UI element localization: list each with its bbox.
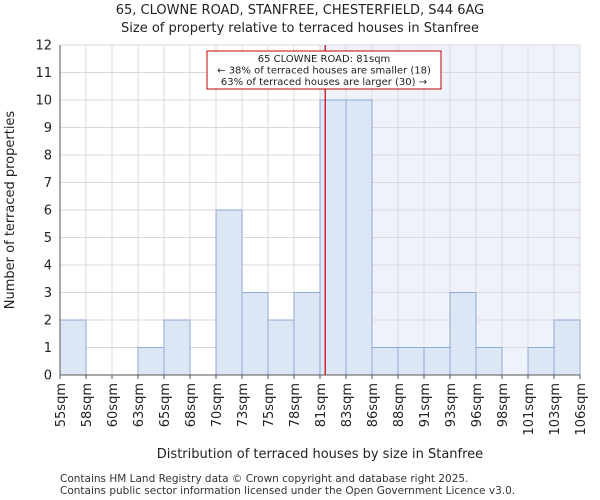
- y-tick-label: 11: [35, 66, 52, 81]
- histogram-bar: [423, 347, 451, 376]
- x-tick-label: 103sqm: [548, 383, 563, 436]
- y-tick-label: 6: [44, 204, 52, 219]
- annotation-smaller: ← 38% of terraced houses are smaller (18…: [217, 66, 431, 77]
- x-tick-label: 98sqm: [496, 383, 511, 427]
- y-axis-title: Number of terraced properties: [3, 111, 18, 310]
- histogram-chart: 65 CLOWNE ROAD: 81sqm← 38% of terraced h…: [3, 39, 589, 463]
- x-tick-label: 78sqm: [288, 383, 303, 427]
- histogram-bar: [475, 347, 503, 376]
- histogram-bar: [163, 319, 191, 376]
- footer-copyright: Contains HM Land Registry data © Crown c…: [60, 473, 469, 485]
- chart-title: 65, CLOWNE ROAD, STANFREE, CHESTERFIELD,…: [115, 3, 485, 18]
- histogram-bar: [527, 347, 555, 376]
- x-tick-label: 70sqm: [210, 383, 225, 427]
- y-tick-label: 12: [35, 39, 52, 54]
- x-axis-title: Distribution of terraced houses by size …: [157, 447, 483, 462]
- y-tick-label: 9: [44, 121, 52, 136]
- x-tick-label: 93sqm: [444, 383, 459, 427]
- y-tick-label: 3: [44, 286, 52, 301]
- annotation-box: [206, 50, 442, 90]
- x-tick-label: 55sqm: [54, 383, 69, 427]
- x-tick-label: 68sqm: [184, 383, 199, 427]
- y-tick-label: 10: [35, 94, 52, 109]
- x-tick-label: 91sqm: [418, 383, 433, 427]
- annotation-larger: 63% of terraced houses are larger (30) →: [221, 77, 427, 88]
- histogram-bar: [345, 99, 373, 376]
- y-tick-label: 1: [44, 341, 52, 356]
- histogram-bar: [553, 319, 581, 376]
- x-tick-label: 83sqm: [340, 383, 355, 427]
- x-tick-label: 65sqm: [158, 383, 173, 427]
- y-tick-label: 2: [44, 314, 52, 329]
- x-tick-label: 96sqm: [470, 383, 485, 427]
- histogram-bar: [267, 319, 295, 376]
- histogram-bar: [293, 292, 321, 376]
- histogram-bar: [397, 347, 425, 376]
- x-tick-label: 101sqm: [522, 383, 537, 436]
- y-tick-label: 4: [44, 259, 52, 274]
- histogram-bar: [137, 347, 165, 376]
- x-tick-label: 75sqm: [262, 383, 277, 427]
- x-tick-label: 73sqm: [236, 383, 251, 427]
- x-tick-label: 63sqm: [132, 383, 147, 427]
- x-tick-label: 106sqm: [574, 383, 589, 436]
- footer-licence: Contains public sector information licen…: [60, 485, 516, 497]
- x-tick-label: 60sqm: [106, 383, 121, 427]
- x-tick-label: 88sqm: [392, 383, 407, 427]
- histogram-bar: [319, 99, 347, 376]
- annotation-title: 65 CLOWNE ROAD: 81sqm: [258, 54, 391, 65]
- chart-subtitle: Size of property relative to terraced ho…: [121, 21, 479, 36]
- x-tick-label: 58sqm: [80, 383, 95, 427]
- histogram-bar: [215, 209, 243, 376]
- histogram-bar: [371, 347, 399, 376]
- y-tick-label: 5: [44, 231, 52, 246]
- y-tick-label: 7: [44, 176, 52, 191]
- histogram-bar: [59, 319, 87, 376]
- histogram-bar: [449, 292, 477, 376]
- x-tick-label: 81sqm: [314, 383, 329, 427]
- histogram-bar: [241, 292, 269, 376]
- x-tick-label: 86sqm: [366, 383, 381, 427]
- y-tick-label: 0: [44, 369, 52, 384]
- y-tick-label: 8: [44, 149, 52, 164]
